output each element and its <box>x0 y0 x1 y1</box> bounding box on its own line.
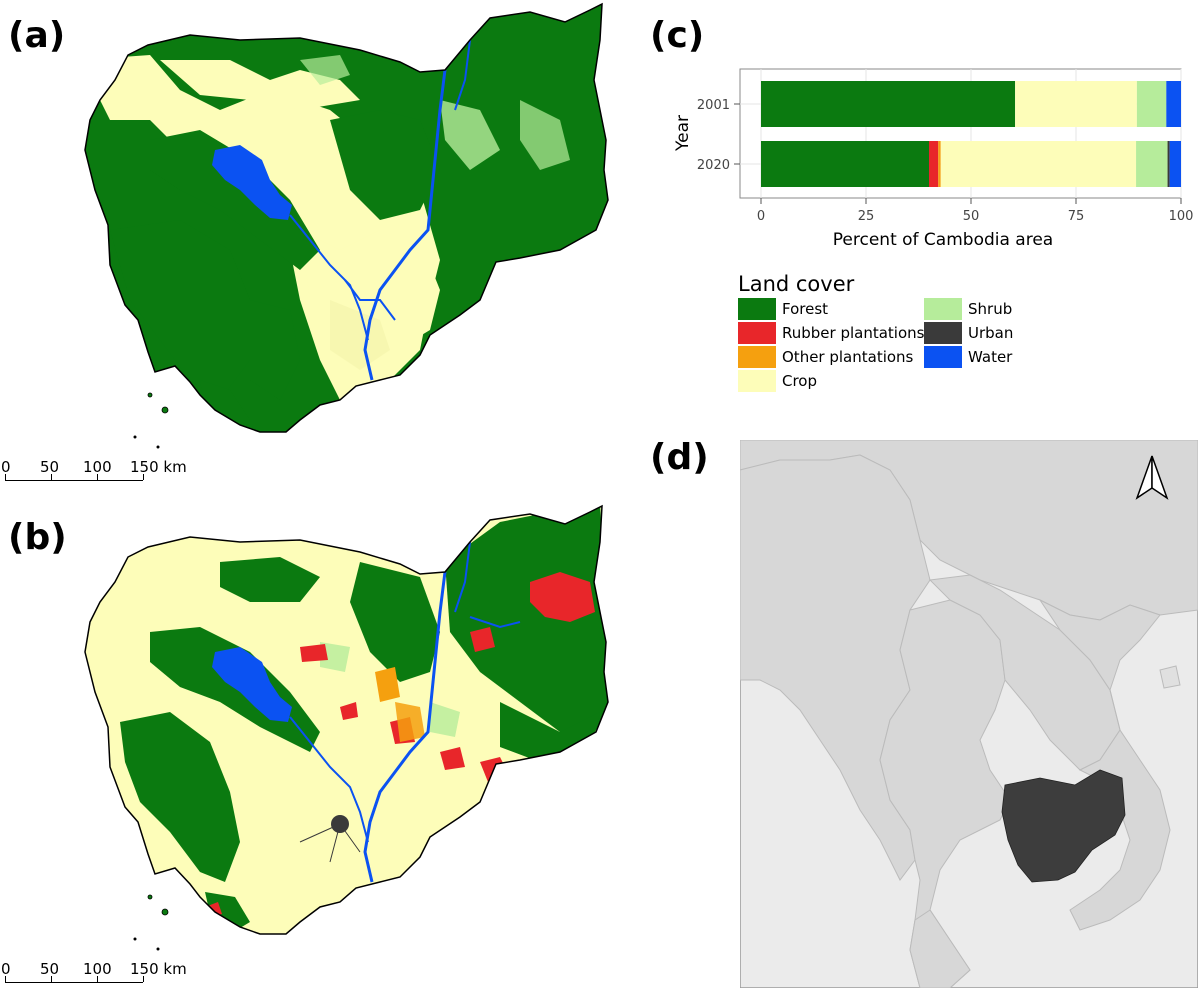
panel-label-a: (a) <box>8 15 66 56</box>
legend-item-other-plantations: Other plantations <box>738 346 913 368</box>
bar-segment-water-2020 <box>1169 141 1181 187</box>
legend-title: Land cover <box>738 272 855 296</box>
bar-segment-crop-2001 <box>1015 81 1137 127</box>
scale-tick-label: 100 <box>83 960 112 978</box>
legend-item-urban: Urban <box>924 322 1013 344</box>
bar-segment-forest-2001 <box>761 81 1016 127</box>
scale-tick-label: 150 km <box>130 458 187 476</box>
scale-tick-label: 100 <box>83 458 112 476</box>
panel-label-b: (b) <box>8 517 67 558</box>
bar-segment-rubber-plantations-2020 <box>929 141 939 187</box>
legend-label: Urban <box>968 324 1014 342</box>
land-cover-legend: Land cover Forest Rubber plantations Oth… <box>738 272 1038 394</box>
land-cover-map-2020 <box>84 505 609 951</box>
scale-tick-label: 150 km <box>130 960 187 978</box>
bar-segment-shrub-2001 <box>1136 81 1167 127</box>
legend-swatch <box>738 370 776 392</box>
legend-swatch <box>738 346 776 368</box>
bar-segment-water-2001 <box>1166 81 1181 127</box>
legend-swatch <box>738 322 776 344</box>
x-tick-label: 25 <box>858 209 875 224</box>
legend-item-forest: Forest <box>738 298 828 320</box>
legend-item-water: Water <box>924 346 1012 368</box>
scale-tick-label: 50 <box>40 458 60 476</box>
bar-segment-shrub-2020 <box>1136 141 1168 187</box>
land-cover-map-2001 <box>84 3 609 449</box>
panel-label-c: (c) <box>650 15 705 56</box>
legend-label: Shrub <box>968 300 1013 318</box>
island <box>1159 665 1181 689</box>
land-cover-stacked-bar-chart: 2001 2020 0 25 50 75 100 Percent of Cambodia … <box>673 68 1194 250</box>
vietnam-region <box>1038 598 1171 931</box>
legend-swatch <box>924 346 962 368</box>
legend-label: Water <box>968 348 1013 366</box>
legend-swatch <box>924 322 962 344</box>
bar-segment-other-plantations-2020 <box>938 141 941 187</box>
y-tick-label: 2020 <box>697 158 730 173</box>
legend-label: Rubber plantations <box>782 324 925 342</box>
legend-swatch <box>924 298 962 320</box>
x-tick-label: 100 <box>1169 209 1194 224</box>
x-tick-label: 50 <box>963 209 980 224</box>
scale-bar-b: 0 50 100 150 km <box>0 960 200 990</box>
x-axis-label: Percent of Cambodia area <box>833 230 1053 250</box>
x-tick-label: 0 <box>757 209 765 224</box>
panel-label-d: (d) <box>650 437 709 478</box>
cambodia-highlight <box>1001 769 1126 883</box>
land-mass <box>740 440 1198 988</box>
legend-item-shrub: Shrub <box>924 298 1012 320</box>
regional-locator-map <box>740 440 1198 988</box>
legend-label: Crop <box>782 372 818 390</box>
legend-label: Forest <box>782 300 829 318</box>
bar-segment-forest-2020 <box>761 141 929 187</box>
y-axis-label: Year <box>673 115 693 152</box>
scale-tick-label: 50 <box>40 960 60 978</box>
peninsula-region <box>909 909 971 988</box>
scale-tick-label: 0 <box>1 960 11 978</box>
legend-label: Other plantations <box>782 348 914 366</box>
north-arrow-icon <box>1135 455 1169 500</box>
x-tick-label: 75 <box>1068 209 1085 224</box>
y-tick-label: 2001 <box>697 98 730 113</box>
bar-segment-urban-2020 <box>1167 141 1170 187</box>
scale-tick-label: 0 <box>1 458 11 476</box>
legend-item-rubber-plantations: Rubber plantations <box>738 322 924 344</box>
bar-segment-crop-2020 <box>940 141 1137 187</box>
scale-bar-a: 0 50 100 150 km <box>0 458 200 488</box>
legend-item-crop: Crop <box>738 370 817 392</box>
legend-swatch <box>738 298 776 320</box>
